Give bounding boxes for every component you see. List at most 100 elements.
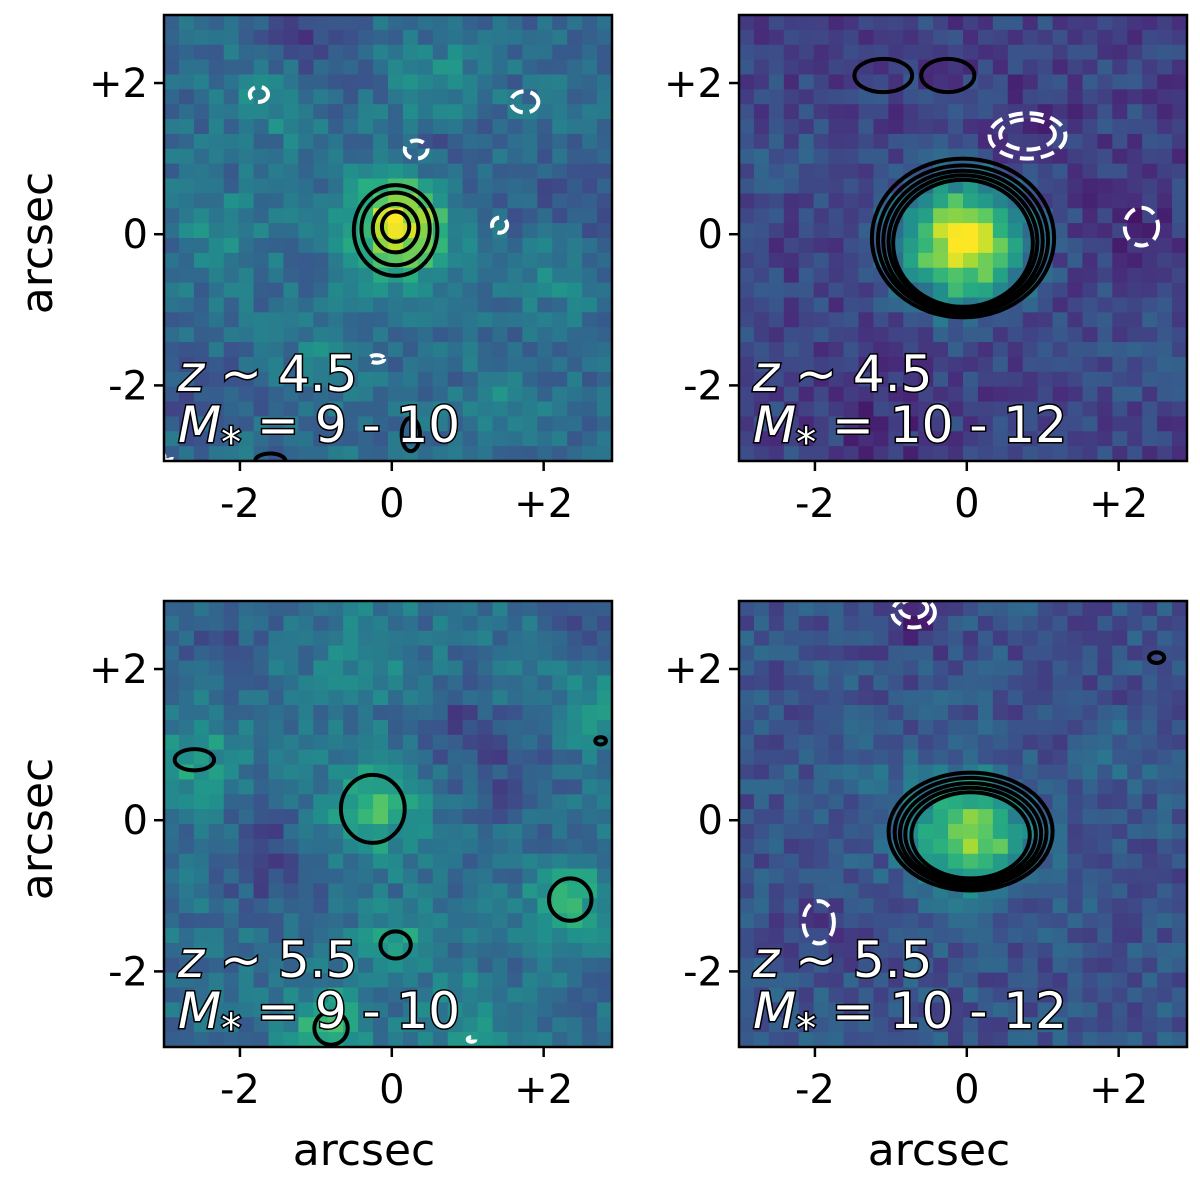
heatmap-pixel [963, 371, 979, 388]
heatmap-pixel [447, 824, 464, 840]
heatmap-pixel [298, 824, 314, 840]
y-tick-label: +2 [664, 61, 723, 107]
heatmap-pixel [343, 133, 359, 150]
heatmap-pixel [208, 446, 225, 461]
heatmap-pixel [343, 645, 359, 662]
heatmap-pixel [388, 44, 404, 61]
heatmap-pixel [178, 148, 195, 165]
heatmap-pixel [963, 208, 979, 224]
heatmap-pixel [1157, 942, 1173, 959]
heatmap-pixel [402, 690, 419, 706]
heatmap-pixel [1022, 401, 1039, 417]
heatmap-pixel [918, 431, 934, 447]
heatmap-pixel [992, 44, 1009, 61]
heatmap-pixel [447, 928, 464, 944]
heatmap-pixel [537, 312, 553, 328]
heatmap-pixel [739, 208, 755, 224]
positive-contour [399, 415, 422, 454]
heatmap-pixel [358, 705, 374, 721]
heatmap-pixel [933, 660, 949, 676]
heatmap-pixel [873, 446, 889, 461]
heatmap-pixel [1172, 44, 1187, 61]
heatmap-pixel [1127, 824, 1143, 840]
heatmap-pixel [873, 371, 889, 388]
heatmap-pixel [1052, 1002, 1069, 1018]
heatmap-pixel [358, 972, 374, 989]
heatmap-pixel [298, 178, 314, 194]
heatmap-pixel [164, 734, 180, 751]
heatmap-pixel [492, 838, 509, 855]
heatmap-pixel [933, 193, 949, 209]
heatmap-pixel [858, 719, 874, 736]
heatmap-pixel [462, 163, 479, 180]
heatmap-pixel [268, 327, 285, 343]
heatmap-pixel [358, 824, 374, 840]
heatmap-pixel [298, 119, 314, 135]
heatmap-pixel [1052, 705, 1069, 721]
heatmap-pixel [193, 853, 210, 870]
heatmap-pixel [992, 630, 1009, 647]
heatmap-pixel [328, 356, 344, 373]
heatmap-pixel [283, 401, 299, 417]
heatmap-pixel [492, 431, 509, 447]
heatmap-pixel [567, 416, 583, 432]
heatmap-pixel [447, 809, 464, 825]
heatmap-pixel [903, 957, 919, 974]
positive-contour [852, 56, 915, 95]
heatmap-pixel [963, 853, 979, 870]
heatmap-pixel [1142, 104, 1158, 120]
heatmap-pixel [164, 193, 180, 209]
heatmap-pixel [178, 133, 195, 150]
heatmap-pixel [432, 386, 449, 403]
heatmap-pixel [1052, 601, 1069, 617]
heatmap-pixel [858, 208, 874, 224]
heatmap-pixel [208, 401, 225, 417]
heatmap-pixel [1172, 371, 1187, 388]
heatmap-pixel [537, 690, 553, 706]
heatmap-pixel [1112, 764, 1128, 780]
y-tick-label: 0 [698, 212, 723, 258]
heatmap-pixel [373, 59, 389, 76]
heatmap-pixel [447, 208, 464, 224]
heatmap-pixel [462, 44, 479, 61]
heatmap-pixel [402, 794, 419, 810]
heatmap-pixel [208, 238, 225, 254]
heatmap-pixel [948, 630, 964, 647]
heatmap-pixel [1142, 297, 1158, 313]
heatmap-pixel [567, 1017, 583, 1033]
heatmap-pixel [178, 178, 195, 194]
heatmap-pixel [1097, 898, 1113, 914]
heatmap-pixel [283, 601, 299, 617]
heatmap-pixel [873, 1002, 889, 1018]
heatmap-pixel [597, 119, 612, 135]
heatmap-pixel [567, 705, 583, 721]
heatmap-pixel [933, 386, 949, 403]
heatmap-pixel [1112, 779, 1128, 795]
heatmap-pixel [1142, 89, 1158, 105]
heatmap-pixel [447, 282, 464, 299]
heatmap-pixel [552, 342, 568, 358]
heatmap-pixel [768, 690, 785, 706]
heatmap-pixel [432, 178, 449, 194]
heatmap-pixel [948, 794, 964, 810]
heatmap-pixel [373, 416, 389, 432]
heatmap-pixel [417, 312, 434, 328]
heatmap-pixel [813, 401, 830, 417]
heatmap-pixel [783, 1032, 800, 1047]
heatmap-pixel [373, 44, 389, 61]
heatmap-pixel [432, 119, 449, 135]
heatmap-pixel [888, 356, 904, 373]
heatmap-pixel [537, 660, 553, 676]
heatmap-pixel [343, 59, 359, 76]
heatmap-pixel [388, 15, 404, 31]
heatmap-pixel [477, 794, 494, 810]
heatmap-pixel [164, 838, 180, 855]
heatmap-pixel [1127, 193, 1143, 209]
heatmap-pixel [447, 883, 464, 899]
heatmap-pixel [918, 957, 934, 974]
heatmap-pixel [1127, 615, 1143, 632]
heatmap-pixel [462, 252, 479, 269]
heatmap-pixel [164, 356, 180, 373]
heatmap-pixel [1022, 446, 1039, 461]
heatmap-pixel [313, 282, 329, 299]
